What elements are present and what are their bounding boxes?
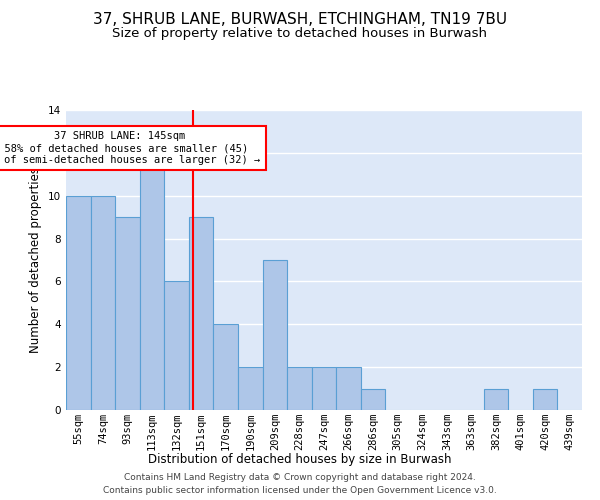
Y-axis label: Number of detached properties: Number of detached properties <box>29 167 43 353</box>
Bar <box>336 367 361 410</box>
Bar <box>238 367 263 410</box>
Text: Distribution of detached houses by size in Burwash: Distribution of detached houses by size … <box>148 452 452 466</box>
Bar <box>312 367 336 410</box>
Bar <box>91 196 115 410</box>
Bar <box>287 367 312 410</box>
Bar <box>263 260 287 410</box>
Bar <box>115 217 140 410</box>
Bar <box>484 388 508 410</box>
Bar <box>164 282 189 410</box>
Text: Size of property relative to detached houses in Burwash: Size of property relative to detached ho… <box>113 28 487 40</box>
Text: Contains HM Land Registry data © Crown copyright and database right 2024.
Contai: Contains HM Land Registry data © Crown c… <box>103 474 497 495</box>
Bar <box>533 388 557 410</box>
Bar <box>66 196 91 410</box>
Text: 37 SHRUB LANE: 145sqm
← 58% of detached houses are smaller (45)
42% of semi-deta: 37 SHRUB LANE: 145sqm ← 58% of detached … <box>0 132 260 164</box>
Bar <box>189 217 214 410</box>
Bar <box>214 324 238 410</box>
Bar <box>361 388 385 410</box>
Text: 37, SHRUB LANE, BURWASH, ETCHINGHAM, TN19 7BU: 37, SHRUB LANE, BURWASH, ETCHINGHAM, TN1… <box>93 12 507 28</box>
Bar <box>140 132 164 410</box>
